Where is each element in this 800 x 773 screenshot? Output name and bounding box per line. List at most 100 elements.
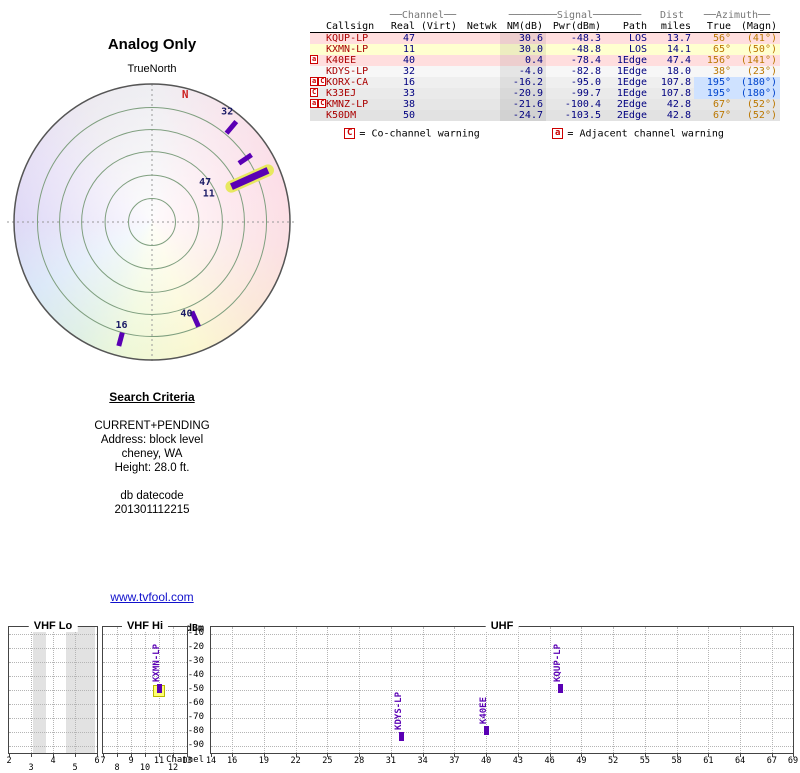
chart-marker-label: K40EE bbox=[479, 696, 490, 724]
adjacent-channel-flag-icon: a bbox=[552, 128, 564, 139]
co-channel-flag-icon: C bbox=[318, 77, 326, 86]
axis-tick bbox=[644, 753, 646, 757]
cell-azimuth-magn: (52°) bbox=[746, 110, 777, 121]
cell-pwr: -99.7 bbox=[570, 88, 601, 99]
v-gridline bbox=[422, 627, 424, 753]
channel-tick-label: 12 bbox=[167, 763, 179, 773]
radar-ring bbox=[128, 198, 176, 246]
cell-netwk bbox=[460, 55, 500, 66]
table-row[interactable]: C K33EJ 33 -20.9 -99.7 1Edge 107.8 195° (180°) bbox=[310, 88, 780, 99]
table-row[interactable]: a C KORX-CA 16 -16.2 -95.0 1Edge 107.8 195° (180°… bbox=[310, 77, 780, 88]
radar-marker bbox=[189, 310, 201, 328]
radar-marker bbox=[224, 119, 239, 135]
cell-channel-real: 50 bbox=[402, 110, 415, 121]
dbm-tick-label: -80 bbox=[187, 726, 204, 736]
table-row[interactable]: KXMN-LP 11 30.0 -48.8 LOS 14.1 65° (50°) bbox=[310, 44, 780, 55]
channel-tick-label: 40 bbox=[481, 756, 492, 766]
v-gridline bbox=[232, 627, 234, 753]
radar-plot: N 32 47 11 40 16 bbox=[7, 80, 297, 364]
cell-nm: -4.0 bbox=[500, 66, 546, 77]
chart-marker-label: KDYS-LP bbox=[394, 691, 405, 730]
radar-ring bbox=[59, 129, 245, 315]
table-row[interactable]: KQUP-LP 47 30.6 -48.3 LOS 13.7 56° (41°) bbox=[310, 33, 780, 44]
station-table-body: KQUP-LP 47 30.6 -48.3 LOS 13.7 56° (41°) KXMN-LP… bbox=[310, 33, 780, 121]
adjacent-channel-legend-text: = Adjacent channel warning bbox=[567, 128, 724, 140]
v-gridline bbox=[613, 627, 615, 753]
cell-path: LOS bbox=[628, 44, 647, 55]
co-channel-flag-icon: C bbox=[310, 88, 319, 97]
band-panel-uhf: 14 16 19 22 25 28 31 34 37 40 43 46 49 52 55 58 61 64 67 69… bbox=[206, 620, 798, 766]
tvfool-link[interactable]: www.tvfool.com bbox=[110, 590, 194, 604]
magn-column-header: (Magn) bbox=[740, 21, 777, 32]
axis-tick bbox=[422, 753, 424, 757]
dbm-tick-label: -20 bbox=[187, 642, 204, 652]
channel-tick-label: 34 bbox=[417, 756, 428, 766]
v-gridline bbox=[708, 627, 710, 753]
v-gridline bbox=[486, 627, 488, 753]
channel-tick-label: 11 bbox=[153, 756, 165, 766]
cell-nm: 30.0 bbox=[500, 44, 546, 55]
cell-pwr: -103.5 bbox=[564, 110, 601, 121]
radar-marker bbox=[116, 331, 125, 347]
flags-column-header bbox=[310, 21, 326, 32]
cell-channel-real: 40 bbox=[402, 55, 415, 66]
cell-path: 2Edge bbox=[616, 99, 647, 110]
dbm-tick-label: -50 bbox=[187, 684, 204, 694]
cell-netwk bbox=[460, 110, 500, 121]
table-row[interactable]: a K40EE 40 0.4 -78.4 1Edge 47.4 156° (141°) bbox=[310, 55, 780, 66]
true-column-header: True bbox=[706, 21, 731, 32]
adjacent-channel-flag-icon: a bbox=[310, 99, 319, 108]
channel-tick-label: 46 bbox=[544, 756, 555, 766]
axis-tick bbox=[31, 753, 32, 757]
cell-channel-virt bbox=[418, 55, 460, 66]
h-gridline bbox=[211, 732, 793, 733]
axis-tick bbox=[327, 753, 329, 757]
cell-azimuth-magn: (50°) bbox=[746, 44, 777, 55]
cell-channel-virt bbox=[418, 33, 460, 44]
h-gridline bbox=[211, 746, 793, 747]
band-panel-vhf-lo: 2 3 4 5 6 VHF Lo bbox=[6, 620, 100, 773]
channel-tick-label: 31 bbox=[385, 756, 397, 766]
radar-marker bbox=[237, 152, 253, 166]
group-header-spacer bbox=[310, 10, 386, 21]
table-row[interactable]: K50DM 50 -24.7 -103.5 2Edge 42.8 67° (52°) bbox=[310, 110, 780, 121]
axis-tick bbox=[740, 753, 742, 757]
table-row[interactable]: KDYS-LP 32 -4.0 -82.8 1Edge 18.0 38° (23°) bbox=[310, 66, 780, 77]
v-gridline bbox=[517, 627, 519, 753]
v-gridline bbox=[549, 627, 551, 753]
netwk-column-header: Netwk bbox=[466, 21, 497, 32]
axis-tick bbox=[549, 753, 551, 757]
axis-tick bbox=[613, 753, 615, 757]
table-column-header: Callsign Real (Virt) Netwk NM(dB) Pwr(dB… bbox=[310, 21, 780, 33]
channel-tick-label: 52 bbox=[607, 756, 619, 766]
v-gridline bbox=[75, 627, 76, 753]
channel-tick-label: 14 bbox=[205, 756, 217, 766]
v-gridline bbox=[359, 627, 361, 753]
group-header-spacer bbox=[460, 10, 500, 21]
search-criteria-line: Address: block level bbox=[100, 434, 204, 446]
cell-azimuth-true: 156° bbox=[706, 55, 731, 66]
axis-tick bbox=[517, 753, 519, 757]
radar-marker-label: 16 bbox=[116, 320, 128, 331]
cell-azimuth-true: 67° bbox=[712, 99, 731, 110]
h-gridline bbox=[211, 690, 793, 691]
channel-tick-label: 10 bbox=[139, 763, 151, 773]
cell-callsign: K40EE bbox=[326, 55, 357, 66]
channel-tick-label: 3 bbox=[28, 763, 34, 773]
row-flags: C bbox=[310, 88, 326, 99]
axis-tick bbox=[581, 753, 583, 757]
table-row[interactable]: a C KMNZ-LP 38 -21.6 -100.4 2Edge 42.8 67° (52°) bbox=[310, 99, 780, 110]
radar-marker-label: 11 bbox=[203, 189, 215, 200]
v-gridline bbox=[31, 627, 32, 753]
cell-nm: -21.6 bbox=[500, 99, 546, 110]
cell-nm: 0.4 bbox=[500, 55, 546, 66]
chart-marker-label: KQUP-LP bbox=[553, 643, 564, 682]
callsign-column-header: Callsign bbox=[326, 21, 375, 32]
chart-marker bbox=[484, 725, 490, 735]
channel-tick-label: 7 bbox=[100, 756, 106, 766]
radar-ring bbox=[36, 106, 268, 338]
station-table: ──Channel── ────────Signal──────── Dist … bbox=[310, 10, 780, 121]
v-gridline bbox=[581, 627, 583, 753]
search-criteria-line bbox=[52, 475, 252, 489]
band-name-label: UHF bbox=[485, 620, 519, 632]
